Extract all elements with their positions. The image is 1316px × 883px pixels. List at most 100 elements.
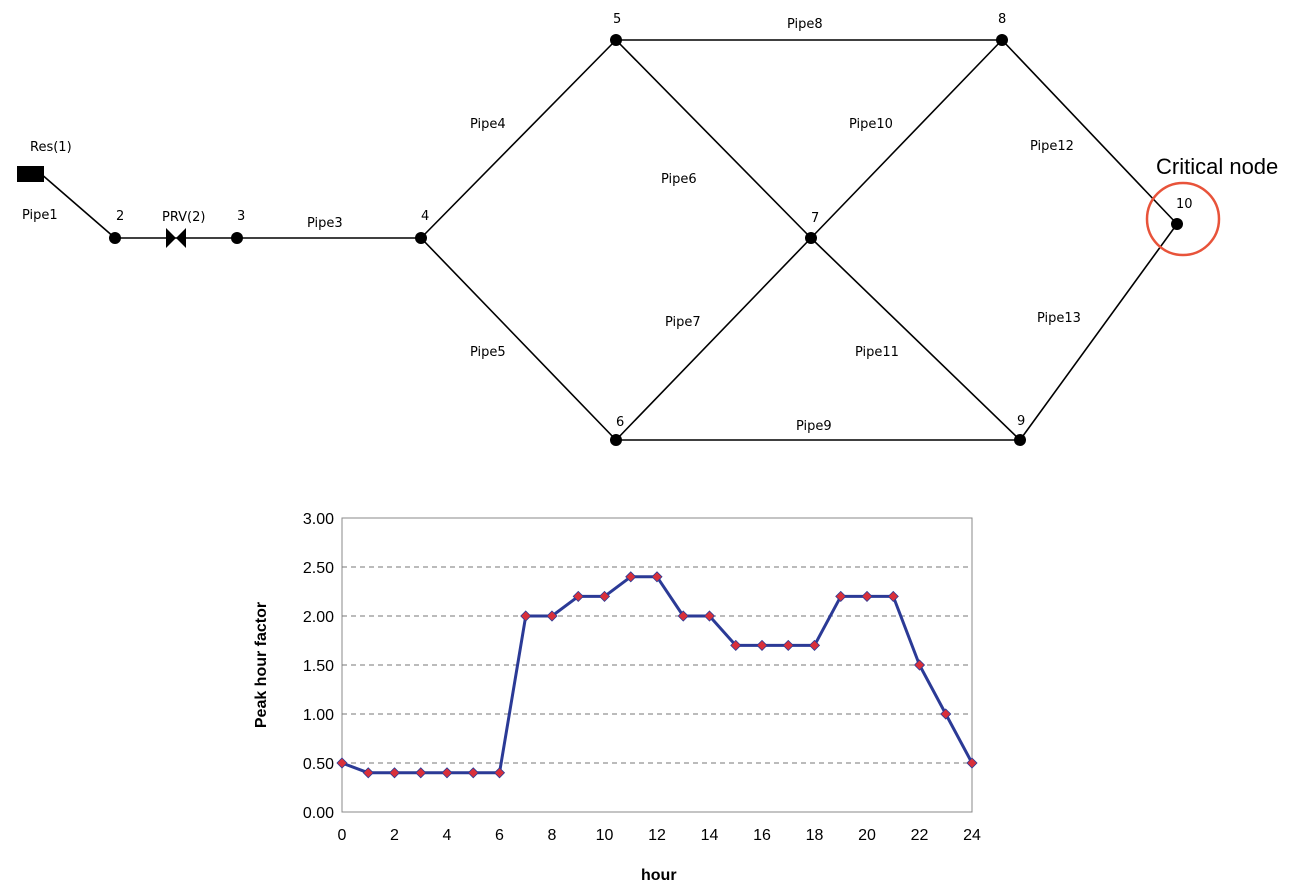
x-tick-label: 20: [858, 827, 876, 844]
data-point-marker: [730, 639, 742, 651]
x-tick-label: 12: [648, 827, 666, 844]
x-tick-label: 8: [548, 827, 557, 844]
y-tick-label: 0.50: [303, 756, 334, 773]
data-point-marker: [756, 639, 768, 651]
node-label-6: 6: [616, 415, 624, 430]
pipe-label-pipe11: Pipe11: [855, 345, 899, 360]
data-point-marker: [415, 767, 427, 779]
node-8-dot: [996, 34, 1008, 46]
pipe-label-pipe8: Pipe8: [787, 17, 823, 32]
data-point-marker: [467, 767, 479, 779]
data-point-marker: [572, 590, 584, 602]
pipe-label-pipe3: Pipe3: [307, 216, 343, 231]
x-tick-labels: 0 2 4 6 8 10 12 14 16 18 20 22 24: [338, 827, 981, 844]
pipe7-line: [615, 237, 812, 441]
peak-hour-chart: 0.000.501.001.502.002.503.00 0 2 4 6 8 10 12 14…: [253, 511, 981, 883]
x-tick-label: 18: [806, 827, 824, 844]
node-label-3: 3: [237, 209, 245, 224]
x-tick-label: 0: [338, 827, 347, 844]
data-point-marker: [520, 610, 532, 622]
data-point-marker: [625, 571, 637, 583]
pipe11-line: [810, 237, 1021, 441]
prv-label: PRV(2): [162, 210, 205, 225]
data-point-marker: [336, 757, 348, 769]
data-point-marker: [808, 639, 821, 651]
node-5-dot: [610, 34, 622, 46]
pipe-label-pipe10: Pipe10: [849, 117, 893, 132]
y-tick-label: 1.50: [303, 658, 334, 675]
pipe-label-pipe5: Pipe5: [470, 345, 506, 360]
y-tick-label: 2.00: [303, 609, 334, 626]
node-dots: [109, 34, 1183, 446]
pipe-lines: [39, 39, 1178, 441]
pipe-label-pipe9: Pipe9: [796, 419, 832, 434]
x-tick-label: 4: [443, 827, 452, 844]
x-tick-label: 10: [596, 827, 614, 844]
node-labels: 2 3 4 5 6 7 8 9 10: [116, 12, 1193, 430]
prv-valve-icon: [166, 228, 186, 248]
data-point-marker: [388, 767, 401, 779]
x-tick-label: 16: [753, 827, 771, 844]
x-tick-label: 24: [963, 827, 981, 844]
x-tick-label: 22: [911, 827, 929, 844]
x-axis-label: hour: [641, 867, 677, 883]
series-markers: [336, 571, 978, 779]
data-point-marker: [966, 757, 978, 769]
node-label-2: 2: [116, 209, 124, 224]
node-label-7: 7: [811, 211, 819, 226]
pipe1-line: [39, 172, 116, 239]
y-tick-label: 0.00: [303, 805, 334, 822]
data-point-marker: [887, 590, 899, 602]
data-point-marker: [598, 590, 611, 602]
node-9-dot: [1014, 434, 1026, 446]
reservoir-label: Res(1): [30, 140, 72, 155]
y-tick-label: 2.50: [303, 560, 334, 577]
node-4-dot: [415, 232, 427, 244]
data-point-marker: [913, 659, 926, 671]
x-tick-label: 6: [495, 827, 504, 844]
pipe5-line: [420, 237, 617, 441]
data-point-marker: [835, 590, 847, 602]
pipe-label-pipe1: Pipe1: [22, 208, 58, 223]
y-tick-label: 3.00: [303, 511, 334, 528]
node-7-dot: [805, 232, 817, 244]
x-tick-label: 14: [701, 827, 719, 844]
node-label-9: 9: [1017, 414, 1025, 429]
pipe12-line: [1001, 39, 1178, 225]
node-6-dot: [610, 434, 622, 446]
node-label-5: 5: [613, 12, 621, 27]
node-3-dot: [231, 232, 243, 244]
data-point-marker: [782, 639, 794, 651]
pipe10-line: [810, 39, 1003, 239]
data-point-marker: [362, 767, 374, 779]
pipe6-line: [615, 39, 812, 239]
pipe-label-pipe7: Pipe7: [665, 315, 701, 330]
pipe-label-pipe4: Pipe4: [470, 117, 506, 132]
y-tick-label: 1.00: [303, 707, 334, 724]
data-point-marker: [703, 610, 716, 622]
pipe-network-diagram: Res(1) PRV(2) Critical node 2 3 4 5: [17, 12, 1278, 446]
node-label-4: 4: [421, 209, 429, 224]
grid-lines: [342, 566, 972, 764]
data-point-marker: [940, 708, 952, 720]
pipe-labels: Pipe1 Pipe3 Pipe4 Pipe5 Pipe6 Pipe7 Pipe…: [22, 17, 1081, 434]
pipe-label-pipe13: Pipe13: [1037, 311, 1081, 326]
data-point-marker: [651, 571, 663, 583]
data-point-marker: [441, 767, 453, 779]
data-point-marker: [861, 590, 873, 602]
critical-node-label: Critical node: [1156, 154, 1278, 179]
pipe-label-pipe6: Pipe6: [661, 172, 697, 187]
data-point-marker: [677, 610, 689, 622]
node-label-8: 8: [998, 12, 1006, 27]
critical-node-circle: [1145, 181, 1221, 257]
pipe-label-pipe12: Pipe12: [1030, 139, 1074, 154]
pipe4-line: [420, 39, 617, 239]
data-point-marker: [493, 767, 506, 779]
reservoir-icon: [17, 166, 44, 182]
y-axis-label: Peak hour factor: [253, 602, 270, 728]
node-2-dot: [109, 232, 121, 244]
y-tick-labels: 0.00 0.50 1.00 1.50 2.00 2.50 3.00: [303, 511, 334, 822]
x-tick-label: 2: [390, 827, 399, 844]
node-10-dot: [1171, 218, 1183, 230]
